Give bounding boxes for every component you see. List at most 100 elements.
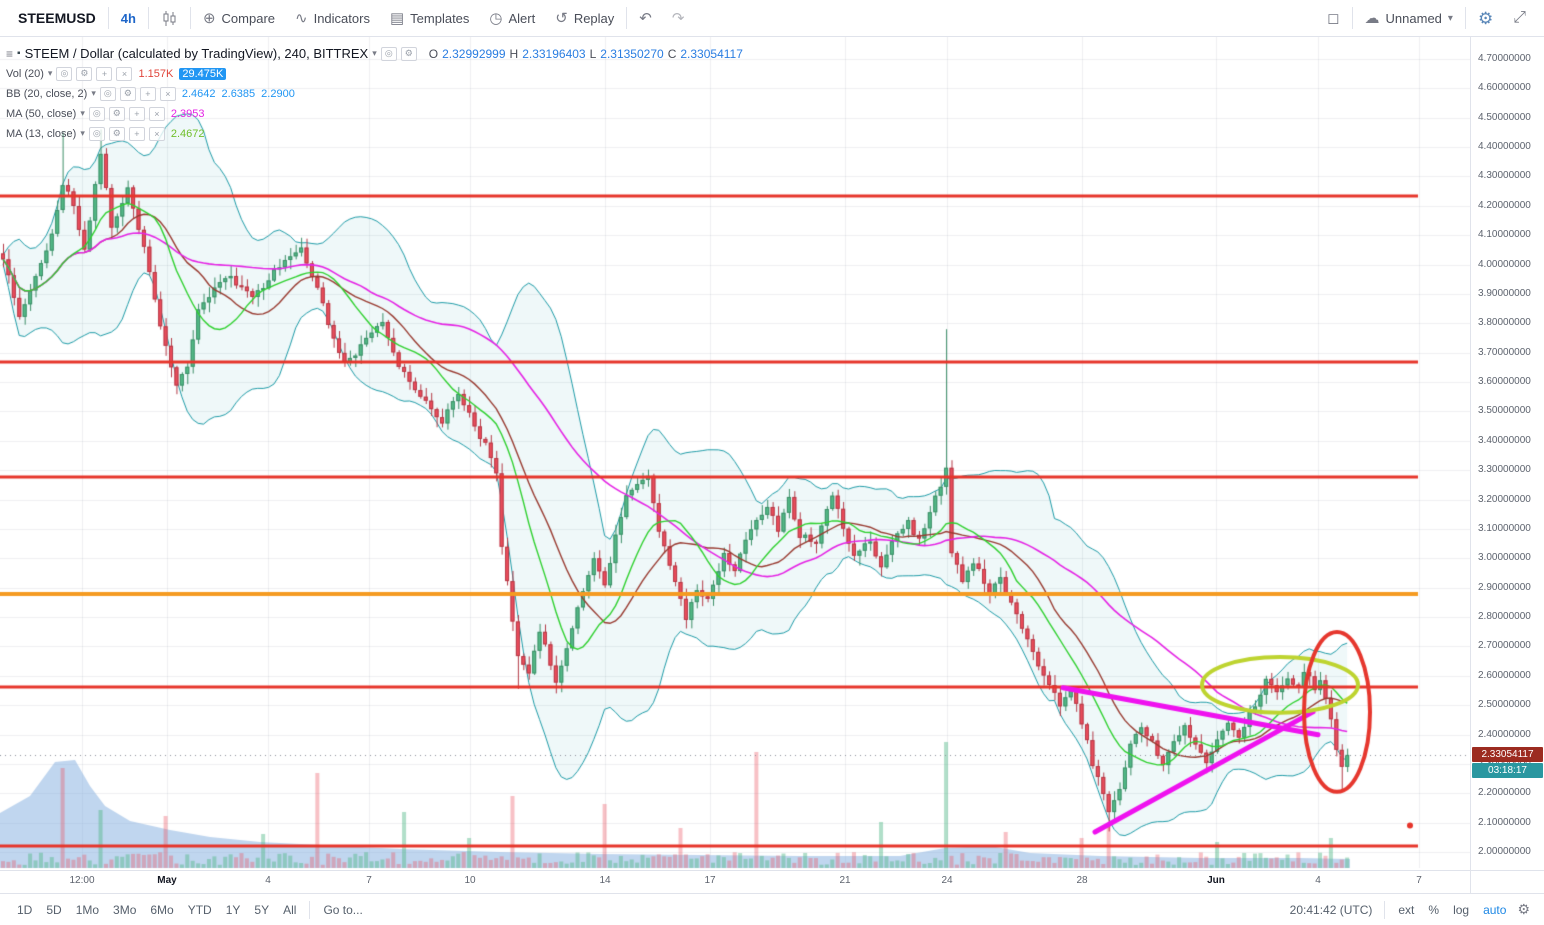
range-button-1y[interactable]: 1Y [225,902,241,917]
undo-button[interactable]: ↶ [629,0,662,37]
indicator-remove-button[interactable]: × [148,106,165,121]
replay-icon: ↺ [555,9,568,27]
indicator-remove-button[interactable]: × [148,126,165,141]
open-label: O [428,46,439,61]
indicator-add-button[interactable]: + [96,66,113,81]
indicator-add-button[interactable]: + [128,126,145,141]
goto-button[interactable]: Go to... [323,902,363,917]
price-axis-label: 4.30000000 [1478,170,1531,182]
chevron-down-icon[interactable]: ▾ [372,48,377,58]
indicator-add-button[interactable]: + [128,106,145,121]
chart-style-button[interactable] [151,0,188,37]
chevron-down-icon[interactable]: ▾ [80,128,85,138]
indicator-name[interactable]: MA (50, close) [6,107,77,120]
indicator-eye-button[interactable]: ◎ [88,126,105,141]
chevron-down-icon[interactable]: ▾ [80,108,85,118]
indicator-name[interactable]: Vol (20) [6,67,44,80]
time-axis-label: 7 [366,875,372,886]
templates-button[interactable]: ▤ Templates [380,0,479,37]
bottom-divider [309,900,311,919]
chart-legend: ≡ ▪ STEEM / Dollar (calculated by Tradin… [6,45,743,145]
price-axis-label: 2.70000000 [1478,640,1531,652]
high-value: 2.33196403 [522,46,586,61]
price-chart[interactable] [0,37,1470,870]
fullscreen-button[interactable]: ⤢ [1503,0,1536,37]
toolbar-divider [107,7,109,29]
replay-button[interactable]: ↺ Replay [545,0,624,37]
indicator-settings-button[interactable]: ⚙ [108,126,125,141]
symbol-button[interactable]: STEEMUSD [18,10,96,26]
close-label: C [667,46,677,61]
legend-settings-button[interactable]: ⚙ [400,46,417,61]
time-axis-label: 10 [464,875,476,886]
indicators-button[interactable]: ∿ Indicators [285,0,380,37]
price-axis-label: 4.10000000 [1478,229,1531,241]
panel-layout-button[interactable]: ◻ [1317,0,1349,37]
range-button-5y[interactable]: 5Y [254,902,270,917]
price-axis-label: 3.40000000 [1478,434,1531,446]
indicator-eye-button[interactable]: ◎ [88,106,105,121]
low-label: L [589,46,597,61]
range-button-1mo[interactable]: 1Mo [75,902,100,917]
indicator-value: 29.475K [179,67,227,80]
gear-icon[interactable]: ⚙ [1517,901,1530,917]
indicator-name[interactable]: MA (13, close) [6,127,77,140]
layout-name-button[interactable]: ☁ Unnamed ▾ [1355,0,1463,37]
chart-properties-button[interactable]: ⚙ [1468,0,1503,37]
price-axis-label: 2.40000000 [1478,728,1531,740]
range-button-ytd[interactable]: YTD [187,902,212,917]
time-axis-label: Jun [1207,875,1225,886]
time-axis[interactable]: 12:00 May 4 7 10 14 17 21 24 28 Jun 4 7 [0,871,1470,893]
range-button-1d[interactable]: 1D [17,902,33,917]
chevron-down-icon[interactable]: ▾ [47,68,53,78]
indicator-eye-button[interactable]: ◎ [99,86,116,101]
chevron-down-icon: ▾ [1447,12,1453,24]
redo-button[interactable]: ↷ [662,0,695,37]
layout-name-label: Unnamed [1385,10,1442,26]
price-axis-label: 2.60000000 [1478,669,1531,681]
indicator-legend-rows: Vol (20) ▾ ◎ ⚙ + × 1.157K 29.475K BB (20, close,… [6,65,743,142]
price-axis-label: 4.70000000 [1478,53,1531,64]
percent-scale-toggle[interactable]: % [1428,902,1440,917]
clock-utc[interactable]: 20:41:42 (UTC) [1289,902,1373,917]
range-button-all[interactable]: All [283,902,297,917]
chevron-down-icon[interactable]: ▾ [91,88,96,98]
ext-toggle[interactable]: ext [1398,902,1415,917]
pane-menu-icon[interactable]: ≡ [6,46,14,61]
indicator-remove-button[interactable]: × [116,66,133,81]
range-button-5d[interactable]: 5D [46,902,62,917]
auto-scale-toggle[interactable]: auto [1483,902,1507,917]
indicator-add-button[interactable]: + [139,86,156,101]
range-button-3mo[interactable]: 3Mo [113,902,137,917]
price-axis-label: 3.70000000 [1478,346,1531,358]
legend-eye-button[interactable]: ◎ [380,46,397,61]
price-axis-label: 2.10000000 [1478,816,1531,828]
indicator-settings-button[interactable]: ⚙ [108,106,125,121]
log-scale-toggle[interactable]: log [1453,902,1470,917]
indicator-remove-button[interactable]: × [159,86,176,101]
price-axis-label: 3.30000000 [1478,464,1531,476]
range-button-6mo[interactable]: 6Mo [150,902,174,917]
panel-icon: ◻ [1327,9,1340,27]
indicator-name[interactable]: BB (20, close, 2) [6,87,88,100]
price-axis-label: 4.00000000 [1478,258,1531,270]
indicator-value: 2.6385 [221,87,256,100]
current-price-label: 2.33054117 [1472,746,1543,762]
price-axis[interactable]: 4.70000000 4.60000000 4.50000000 4.40000000… [1470,37,1544,870]
low-value: 2.31350270 [600,46,664,61]
indicator-settings-button[interactable]: ⚙ [119,86,136,101]
interval-button[interactable]: 4h [120,10,136,26]
indicator-settings-button[interactable]: ⚙ [76,66,93,81]
gear-icon: ⚙ [1477,8,1494,28]
symbol-logo-icon: ▪ [17,48,21,59]
toolbar-divider [189,7,191,29]
toolbar-divider [147,7,149,29]
price-axis-label: 4.60000000 [1478,82,1531,94]
indicator-eye-button[interactable]: ◎ [56,66,73,81]
compare-button[interactable]: ⊕ Compare [193,0,285,37]
price-axis-label: 3.90000000 [1478,287,1531,299]
alert-button[interactable]: ◷ Alert [479,0,545,37]
legend-symbol-title[interactable]: STEEM / Dollar (calculated by TradingVie… [24,46,369,61]
price-axis-label: 3.60000000 [1478,376,1531,388]
price-axis-label: 4.40000000 [1478,141,1531,153]
